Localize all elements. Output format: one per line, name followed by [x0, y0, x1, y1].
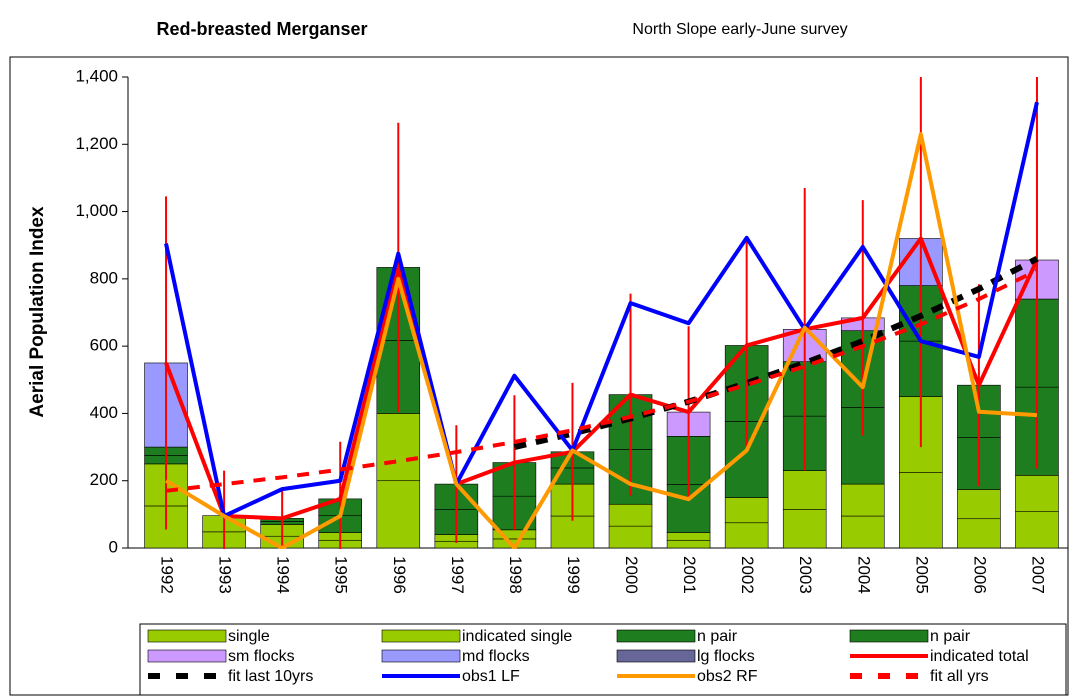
- x-tick-label: 1995: [332, 556, 351, 594]
- bar-segment: [666, 539, 711, 549]
- x-tick-label: 2005: [912, 556, 931, 594]
- legend-swatch: [616, 649, 696, 663]
- legend-swatch: [616, 629, 696, 643]
- bar-segment: [782, 470, 827, 510]
- legend-label: lg flocks: [697, 648, 755, 665]
- y-tick-label: 200: [90, 470, 118, 489]
- plot-area: [144, 77, 1059, 549]
- bar-segment: [608, 503, 653, 527]
- bar-segment: [957, 518, 1001, 549]
- x-tick-label: 2001: [680, 556, 699, 594]
- bar-segment: [957, 489, 1001, 520]
- bar-segment: [840, 515, 885, 549]
- y-tick-label: 600: [90, 336, 118, 355]
- legend-label: n pair: [930, 628, 971, 645]
- legend-label: n pair: [697, 628, 738, 645]
- legend-swatch: [381, 629, 461, 643]
- y-tick-label: 1,000: [75, 201, 118, 220]
- x-tick-label: 1993: [216, 556, 235, 594]
- legend-label: obs2 RF: [697, 668, 758, 685]
- x-tick-label: 2007: [1028, 556, 1047, 594]
- x-tick-label: 2006: [970, 556, 989, 594]
- legend-label: obs1 LF: [462, 668, 520, 685]
- bar-segment: [899, 472, 943, 549]
- legend-swatch: [381, 649, 461, 663]
- bar-segment: [724, 522, 769, 549]
- legend-label: indicated total: [930, 648, 1029, 665]
- x-tick-label: 1992: [158, 556, 177, 594]
- y-tick-label: 800: [90, 268, 118, 287]
- legend-label: sm flocks: [228, 648, 295, 665]
- x-tick-label: 1997: [448, 556, 467, 594]
- x-tick-label: 1998: [506, 556, 525, 594]
- y-axis-label: Aerial Population Index: [27, 206, 48, 418]
- legend-label: md flocks: [462, 648, 530, 665]
- y-tick-label: 400: [90, 403, 118, 422]
- line: [513, 256, 1039, 450]
- legend-label: indicated single: [462, 628, 572, 645]
- x-tick-label: 2002: [738, 556, 757, 594]
- legend-swatch: [147, 649, 227, 663]
- legend-label: fit all yrs: [930, 668, 989, 685]
- bar-segment: [840, 483, 885, 517]
- bar-segment: [666, 532, 711, 541]
- line: [164, 101, 1039, 519]
- x-tick-label: 2004: [854, 556, 873, 594]
- legend-swatch: [147, 629, 227, 643]
- y-tick-label: 1,400: [75, 66, 118, 85]
- line: [165, 268, 1038, 493]
- bar-segment: [376, 480, 421, 549]
- x-tick-label: 1994: [274, 556, 293, 594]
- chart-subtitle: North Slope early-June survey: [632, 21, 847, 38]
- chart-title: Red-breasted Merganser: [156, 19, 367, 39]
- x-tick-label: 2000: [622, 556, 641, 594]
- bar-segment: [724, 497, 769, 524]
- bar-segment: [782, 509, 827, 549]
- legend-label: single: [228, 628, 270, 645]
- y-tick-label: 1,200: [75, 134, 118, 153]
- legend-label: fit last 10yrs: [228, 668, 313, 685]
- bar-segment: [1015, 475, 1059, 512]
- legend-swatch: [849, 629, 929, 643]
- bar-segment: [1015, 511, 1059, 549]
- bar-segment: [608, 525, 653, 549]
- bar-segment: [550, 515, 595, 549]
- x-tick-label: 1996: [390, 556, 409, 594]
- line: [164, 132, 1038, 549]
- bar-segment: [376, 413, 421, 482]
- x-tick-label: 1999: [564, 556, 583, 594]
- x-tick-label: 2003: [796, 556, 815, 594]
- y-tick-label: 0: [109, 537, 118, 556]
